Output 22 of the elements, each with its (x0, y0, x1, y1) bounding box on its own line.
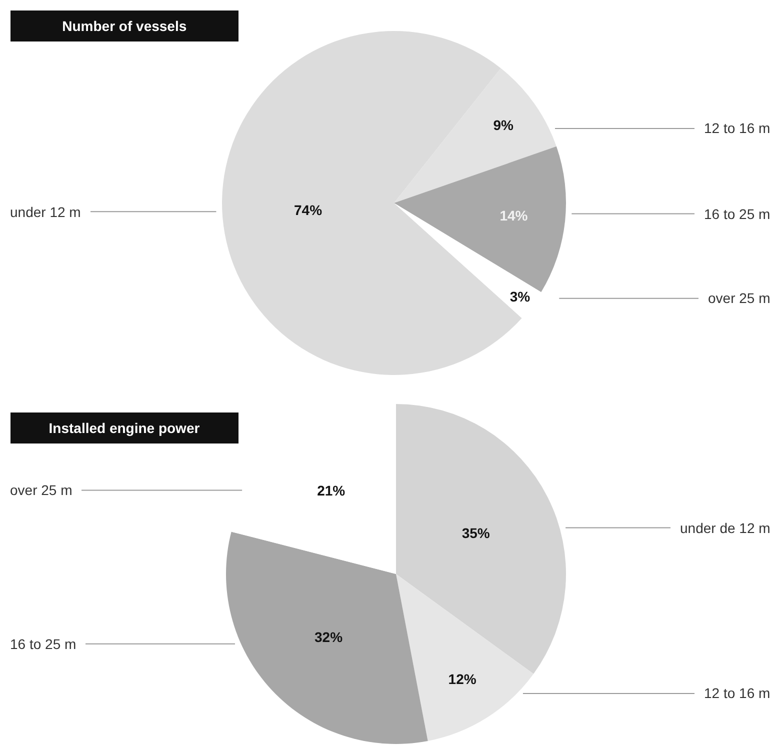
pie-slice (226, 532, 428, 744)
slice-label: 16 to 25 m (10, 636, 76, 652)
pie-slice (396, 404, 566, 674)
slice-label: under 12 m (10, 204, 81, 220)
data-label: 74% (294, 202, 323, 218)
data-label: 21% (317, 482, 346, 499)
data-label: 35% (462, 525, 490, 542)
data-label: 9% (493, 117, 514, 134)
slice-label: under de 12 m (680, 520, 770, 536)
slice-label: 12 to 16 m (704, 120, 770, 136)
data-label: 12% (448, 670, 477, 687)
data-label: 14% (500, 208, 528, 224)
slice-label: 12 to 16 m (704, 685, 770, 701)
chart-title: Number of vessels (62, 18, 187, 34)
chart-title: Installed engine power (48, 420, 200, 436)
pie-slice (394, 146, 566, 292)
pie-slice (396, 574, 534, 741)
slice-label: over 25 m (708, 290, 770, 306)
data-label: 32% (314, 629, 344, 646)
slice-label: over 25 m (10, 482, 72, 498)
slice-label: 16 to 25 m (704, 206, 770, 222)
data-label: 3% (510, 288, 531, 305)
